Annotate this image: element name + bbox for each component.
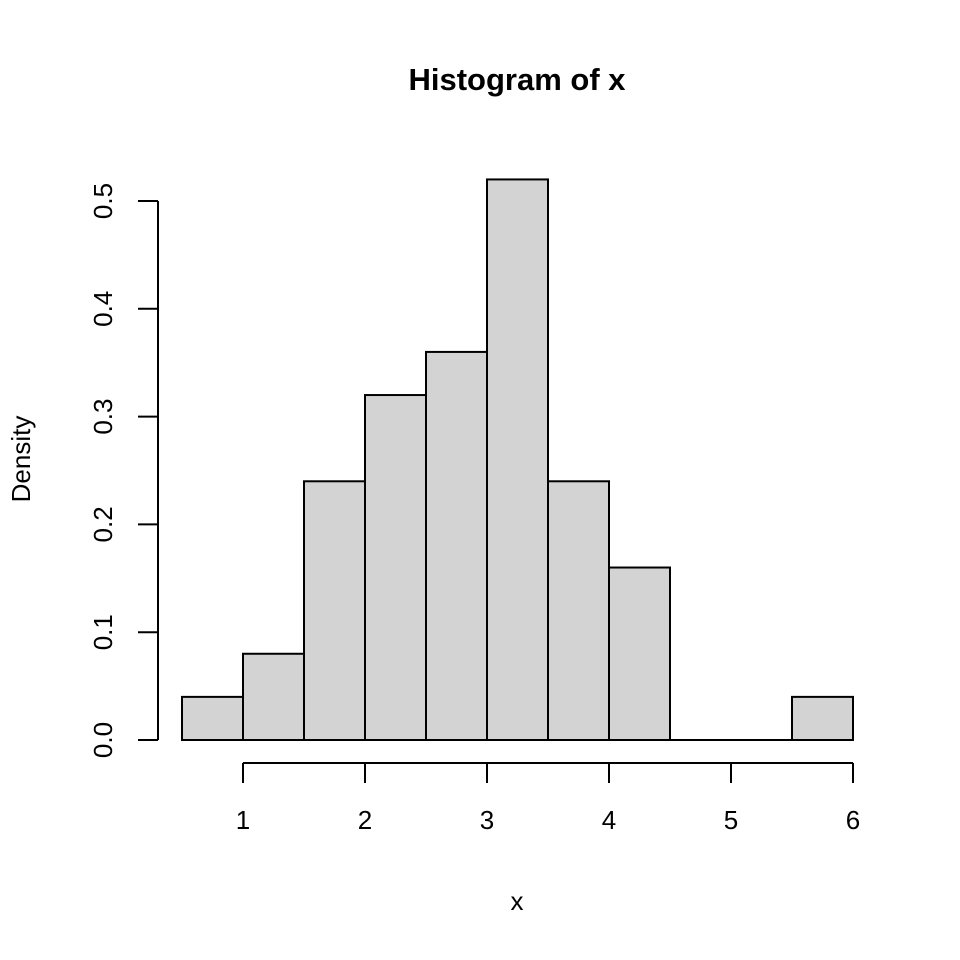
y-tick-label: 0.0	[88, 722, 118, 758]
x-tick-label: 1	[236, 805, 250, 835]
y-tick-label: 0.2	[88, 506, 118, 542]
y-tick-label: 0.4	[88, 291, 118, 327]
axes-layer: 0.0 0.1 0.2 0.3 0.4 0.5 1 2 3 4 5 6	[88, 183, 860, 835]
y-tick-label: 0.3	[88, 399, 118, 435]
histogram-bar	[791, 695, 854, 742]
histogram-bar	[181, 695, 244, 742]
histogram-bar	[364, 394, 427, 741]
histogram-bar	[303, 480, 366, 741]
x-tick-label: 4	[602, 805, 616, 835]
x-tick-label: 5	[724, 805, 738, 835]
histogram-bar	[486, 178, 549, 741]
histogram-bar	[608, 566, 671, 742]
y-axis-label: Density	[6, 416, 36, 503]
x-tick-label: 2	[358, 805, 372, 835]
x-tick-label: 3	[480, 805, 494, 835]
x-axis-label: x	[511, 886, 524, 916]
y-tick-label: 0.1	[88, 614, 118, 650]
plot-title: Histogram of x	[408, 62, 626, 97]
x-tick-label: 6	[846, 805, 860, 835]
y-tick-label: 0.5	[88, 183, 118, 219]
histogram-bar	[547, 480, 610, 741]
histogram-bar	[242, 652, 305, 742]
histogram-bar	[425, 350, 488, 741]
bars-layer	[181, 178, 854, 742]
